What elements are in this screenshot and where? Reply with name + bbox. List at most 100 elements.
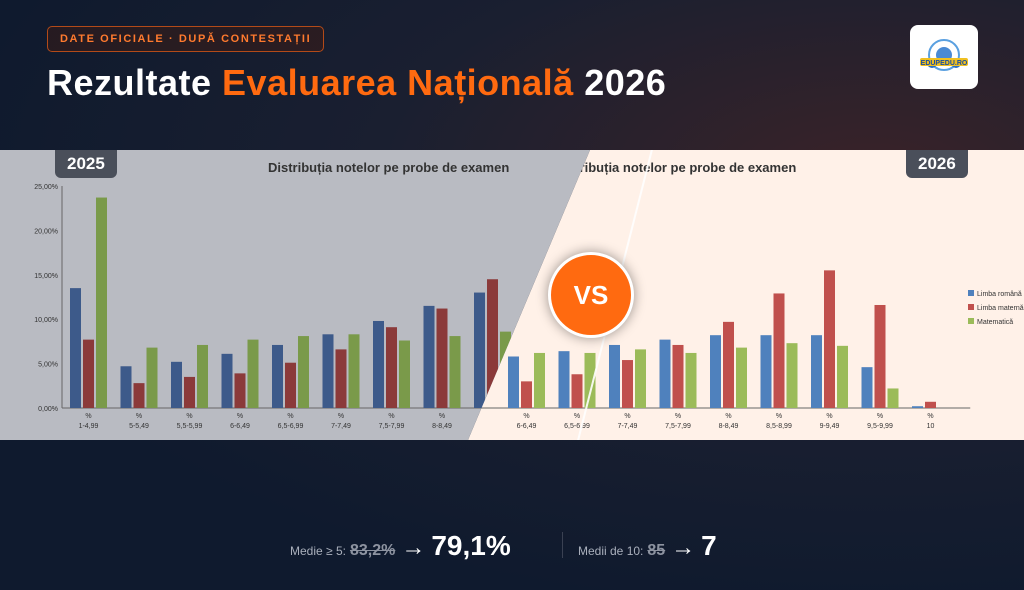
bar [635,349,646,408]
x-tick-label-top: % [523,413,529,420]
stat-pass-rate: Medie ≥ 5: 83,2% → 79,1% [290,530,511,562]
x-tick-label-top: % [624,413,630,420]
bar [874,304,886,408]
bar [912,406,923,408]
x-tick-label-top: % [877,413,883,420]
y-tick-label: 20,00% [34,228,58,235]
bar [70,288,81,408]
x-tick-label: 9,5-9,99 [867,423,893,430]
comparison-charts: Distribuția notelor pe probe de examen% 6… [0,150,1024,440]
bar [171,361,182,408]
bar [659,339,671,408]
bar [584,352,596,408]
bar [272,344,283,408]
bar [622,360,633,408]
stat-old-value: 85 [647,542,666,559]
x-tick-label-top: % [338,413,344,420]
stat-label: Medii de 10: [578,544,644,558]
stat-old-value: 83,2% [349,542,396,559]
bar [298,336,309,408]
legend-entry: Limba maternă [977,305,1024,312]
vs-badge: VS [548,252,634,338]
x-tick-label-top: % [574,413,580,420]
bar [487,279,498,408]
x-tick-label: 8-8,49 [719,423,739,430]
stat-new-value: 79,1% [431,530,511,561]
x-tick-label: 6-6,49 [230,423,250,430]
bar [96,197,107,408]
chart-title: Distribuția notelor pe probe de examen [555,160,796,175]
bar [887,388,899,408]
bar [234,373,246,408]
bar [571,374,583,408]
legend-swatch [968,304,974,310]
x-tick-label: 1-4,99 [79,423,99,430]
stat-perfect-scores: Medii de 10: 85 → 7 [578,530,717,562]
school-logo-icon[interactable]: EDUPEDU.RO [910,25,978,89]
stats-bar: Medie ≥ 5: 83,2% → 79,1% Medii de 10: 85… [0,530,1024,564]
bar [837,345,848,408]
bar [508,356,519,408]
x-tick-label-top: % [927,413,933,420]
bar [83,339,94,408]
x-tick-label: 8-8,49 [432,423,452,430]
bar [247,339,259,408]
bar [811,335,822,408]
stat-new-value: 7 [701,530,717,561]
x-tick-label-top: % [725,413,731,420]
x-tick-label: 9-9,49 [820,423,840,430]
bar [609,344,620,408]
chart-title: Distribuția notelor pe probe de examen [268,160,509,175]
bar [824,270,835,408]
x-tick-label: 7,5-7,99 [665,423,691,430]
title-part2: 2026 [573,62,667,103]
x-tick-label-top: % [186,413,192,420]
bar [534,352,545,408]
bar [710,335,721,408]
bar [723,321,734,408]
bar [348,334,360,408]
arrow-right-icon: → [671,534,696,561]
page-title: Rezultate Evaluarea Națională 2026 [47,62,666,104]
bar [474,292,485,408]
x-tick-label-top: % [237,413,243,420]
bar [925,401,936,408]
bar [386,327,397,408]
stats-divider [562,532,563,558]
x-tick-label: 6-6,49 [517,423,537,430]
title-highlight: Evaluarea Națională [222,62,574,103]
bar [672,344,684,408]
x-tick-label: 8,5-8,99 [766,423,792,430]
x-tick-label: 5,5-5,99 [177,423,203,430]
official-data-badge: DATE OFICIALE · DUPĂ CONTESTAȚII [47,26,325,52]
y-tick-label: 25,00% [34,184,58,191]
y-tick-label: 0,00% [38,406,58,413]
bar [322,334,334,408]
bar [335,349,347,408]
bar [184,376,195,408]
year-tag-2026: 2026 [906,150,968,178]
bar [449,336,461,408]
x-tick-label-top: % [776,413,782,420]
bar [146,347,158,408]
legend-swatch [968,318,974,324]
legend-entry: Limba română [977,291,1022,298]
x-tick-label-top: % [388,413,394,420]
bar [861,367,873,408]
bar [736,347,747,408]
bar [558,351,570,408]
legend-entry: Matematică [977,319,1013,326]
x-tick-label: 6,5-6,99 [564,423,590,430]
bar [221,353,233,408]
title-part1: Rezultate [47,62,223,103]
x-tick-label-top: % [675,413,681,420]
bar [786,343,798,408]
x-tick-label-top: % [439,413,445,420]
x-tick-label: 7,5-7,99 [379,423,405,430]
bar [133,383,145,408]
y-tick-label: 15,00% [34,273,58,280]
x-tick-label: 7-7,49 [331,423,351,430]
bar [285,362,296,408]
x-tick-label: 5-5,49 [129,423,149,430]
